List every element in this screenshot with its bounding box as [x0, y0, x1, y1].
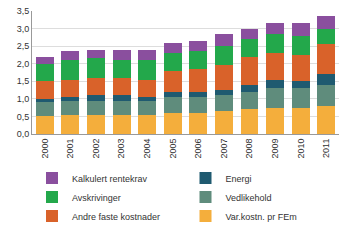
- svg-text:0,0: 0,0: [17, 129, 30, 139]
- svg-text:2,0: 2,0: [17, 59, 30, 69]
- svg-text:2002: 2002: [91, 139, 101, 159]
- svg-text:2001: 2001: [65, 139, 75, 159]
- svg-text:2,5: 2,5: [17, 41, 30, 51]
- svg-text:2009: 2009: [270, 139, 280, 159]
- svg-text:2008: 2008: [244, 139, 254, 159]
- svg-text:2006: 2006: [193, 139, 203, 159]
- svg-text:1,5: 1,5: [17, 76, 30, 86]
- svg-text:1,0: 1,0: [17, 94, 30, 104]
- svg-text:2004: 2004: [142, 139, 152, 159]
- svg-text:3,5: 3,5: [17, 6, 30, 16]
- svg-text:2007: 2007: [219, 139, 229, 159]
- svg-text:Var.kostn. pr FEm: Var.kostn. pr FEm: [226, 212, 297, 222]
- svg-text:Vedlikehold: Vedlikehold: [226, 193, 272, 203]
- svg-text:2010: 2010: [296, 139, 306, 159]
- svg-text:2005: 2005: [168, 139, 178, 159]
- svg-text:2003: 2003: [116, 139, 126, 159]
- svg-text:2000: 2000: [40, 139, 50, 159]
- svg-text:Andre faste kostnader: Andre faste kostnader: [72, 212, 160, 222]
- svg-text:Energi: Energi: [226, 174, 252, 184]
- svg-text:Kalkulert rentekrav: Kalkulert rentekrav: [72, 174, 148, 184]
- svg-text:2011: 2011: [321, 139, 331, 158]
- svg-text:0,5: 0,5: [17, 112, 30, 122]
- svg-text:Avskrivinger: Avskrivinger: [72, 193, 121, 203]
- svg-text:3,0: 3,0: [17, 24, 30, 34]
